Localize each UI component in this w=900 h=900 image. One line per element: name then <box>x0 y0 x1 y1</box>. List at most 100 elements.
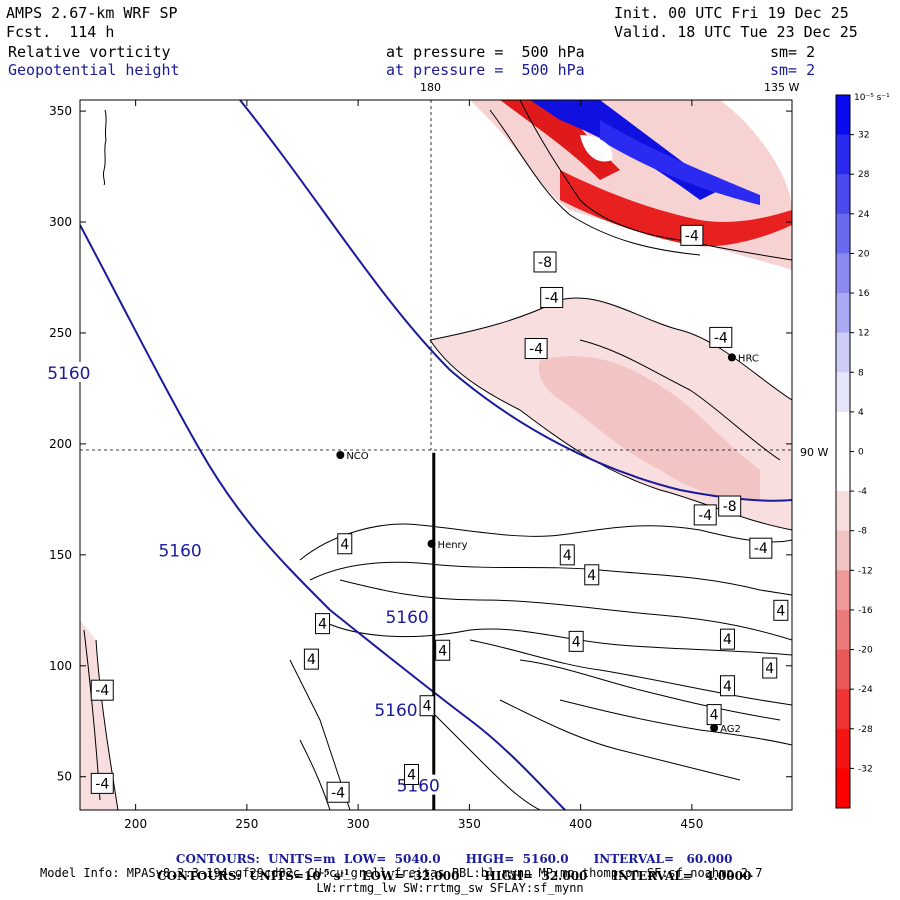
y-tick-label: 350 <box>49 104 72 118</box>
vorticity-label-box <box>749 537 773 559</box>
vorticity-contour-label: 4 <box>340 537 349 553</box>
field1-level: at pressure = 500 hPa <box>386 43 585 61</box>
field1-name: Relative vorticity <box>8 43 171 61</box>
vorticity-label-box <box>533 251 557 273</box>
station-marker <box>336 451 345 459</box>
colorbar-level-label: -32 <box>858 764 873 774</box>
colorbar-swatch <box>836 134 850 175</box>
height-label-bg <box>371 699 420 720</box>
colorbar-swatch <box>836 649 850 690</box>
x-tick-label: 450 <box>680 817 703 831</box>
colorbar-level-label: 24 <box>858 210 870 220</box>
storm-blue-band-2 <box>600 120 760 205</box>
colorbar-level-label: 16 <box>858 289 870 299</box>
field2-name: Geopotential height <box>8 61 180 79</box>
vorticity-contour-label: 4 <box>563 548 572 564</box>
vorticity-contour-label: 4 <box>318 617 327 633</box>
y-tick-label: 100 <box>49 659 72 673</box>
colorbar-units: 10⁻⁵ s⁻¹ <box>854 93 890 103</box>
y-tick-label: 50 <box>57 770 72 784</box>
model-title: AMPS 2.67-km WRF SP <box>6 4 178 22</box>
vorticity-contour-label: 4 <box>765 661 774 677</box>
vorticity-contour-label: -4 <box>529 342 543 358</box>
colorbar-swatch <box>836 411 850 452</box>
colorbar-swatch <box>836 95 850 136</box>
vorticity-label-box <box>584 564 600 586</box>
vorticity-contour-label: -4 <box>331 785 345 801</box>
colorbar-level-label: 8 <box>858 368 864 378</box>
x-tick-label: 350 <box>458 817 481 831</box>
colorbar-level-label: -20 <box>858 646 873 656</box>
colorbar-swatch <box>836 293 850 334</box>
height-contour-label: 5160 <box>47 364 90 384</box>
colorbar-swatch <box>836 253 850 294</box>
colorbar-swatch <box>836 530 850 571</box>
colorbar-swatch <box>836 451 850 492</box>
colorbar-level-label: 0 <box>858 448 864 458</box>
colorbar-level-label: 20 <box>858 249 870 259</box>
vorticity-contour-label: 4 <box>723 632 732 648</box>
colorbar-level-label: 32 <box>858 131 869 141</box>
colorbar-swatch <box>836 768 850 809</box>
meridian-180-label: 180 <box>420 81 441 94</box>
field2-level: at pressure = 500 hPa <box>386 61 585 79</box>
colorbar-swatch <box>836 174 850 215</box>
x-tick-label: 250 <box>235 817 258 831</box>
y-tick-label: 250 <box>49 326 72 340</box>
footer-height-contours: CONTOURS: UNITS=m LOW= 5040.0 HIGH= 5160… <box>175 852 733 866</box>
colorbar-level-label: -8 <box>858 527 867 537</box>
vorticity-label-box <box>419 695 435 717</box>
vorticity-contour-label: -4 <box>95 776 109 792</box>
colorbar-swatch <box>836 372 850 413</box>
vorticity-label-box <box>435 639 451 661</box>
vorticity-contour-label: -8 <box>538 255 552 271</box>
colorbar-level-label: 12 <box>858 329 869 339</box>
height-contour-label: 5160 <box>158 541 201 561</box>
vorticity-label-box <box>693 504 717 526</box>
footer-model-info: Model Info: MPASv8.2.3-194-gf29cd82c CU:… <box>40 866 763 880</box>
height-contour-5160-b <box>80 224 566 810</box>
vorticity-contour-label: -4 <box>714 330 728 346</box>
height-contour-label: 5160 <box>374 701 417 721</box>
field1-smooth: sm= 2 <box>770 43 816 61</box>
vorticity-shading-neg-inner <box>538 356 760 500</box>
vorticity-label-box <box>559 544 575 566</box>
colorbar-level-label: 28 <box>858 170 870 180</box>
meridian-90w-label: 90 W <box>800 446 829 459</box>
vorticity-contour-label: -4 <box>754 541 768 557</box>
colorbar-level-label: -16 <box>858 606 873 616</box>
vorticity-label-box <box>90 679 114 701</box>
height-label-bg <box>156 539 205 560</box>
colorbar-level-label: 4 <box>858 408 864 418</box>
footer-vort-contours: CONTOURS: UNITS=10-5 s-1 LOW= -32.000 HI… <box>157 867 752 883</box>
colorbar-level-label: -12 <box>858 566 873 576</box>
colorbar-level-label: -28 <box>858 725 873 735</box>
vorticity-contour-label: 4 <box>587 568 596 584</box>
storm-white-center <box>580 135 613 162</box>
vorticity-label-box <box>326 781 350 803</box>
forecast-hour: Fcst. 114 h <box>6 23 115 41</box>
station-marker <box>710 723 719 732</box>
x-tick-label: 400 <box>569 817 592 831</box>
colorbar-swatch <box>836 609 850 651</box>
vorticity-contour-label: -4 <box>95 683 109 699</box>
vorticity-label-box <box>303 648 319 670</box>
vorticity-label-box <box>680 224 704 246</box>
vorticity-contour-label: 4 <box>572 634 581 650</box>
vorticity-contour-label: 4 <box>723 679 732 695</box>
valid-time: Valid. 18 UTC Tue 23 Dec 25 <box>614 23 858 41</box>
y-tick-label: 200 <box>49 437 72 451</box>
vorticity-label-box <box>524 338 548 359</box>
colorbar-swatch <box>836 728 850 769</box>
colorbar-swatch <box>836 491 850 532</box>
plot-frame <box>79 99 793 811</box>
footer-physics: LW:rrtmg_lw SW:rrtmg_sw SFLAY:sf_mynn <box>316 881 584 895</box>
colorbar-swatch <box>836 332 850 373</box>
vorticity-colorbar: 32 28 24 20 16 12 8 4 0 -4 -8 -12 -16 -20 -24 -28 -32 10⁻… <box>835 93 890 809</box>
vorticity-label-box <box>718 495 742 517</box>
vorticity-contour-label: -4 <box>685 228 699 244</box>
vorticity-contour-label: 4 <box>423 699 432 715</box>
vorticity-contour-label: -4 <box>545 290 559 306</box>
vorticity-contour-label: 4 <box>407 768 416 784</box>
